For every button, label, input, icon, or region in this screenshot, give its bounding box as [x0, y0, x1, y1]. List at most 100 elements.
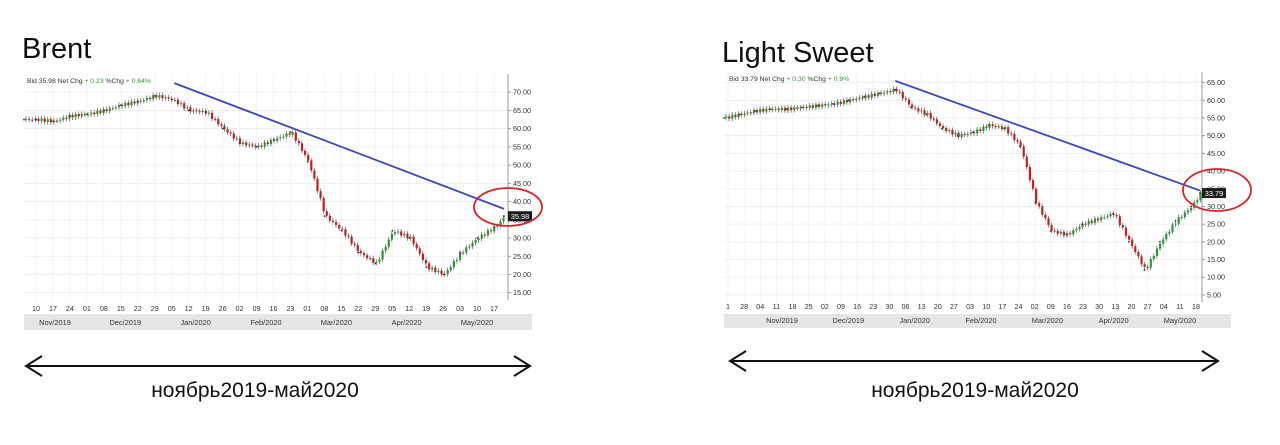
candle — [1109, 213, 1112, 217]
candle — [403, 233, 406, 236]
candle — [737, 113, 740, 118]
last-price-badge — [1202, 188, 1226, 199]
x-tick-label: 11 — [773, 302, 780, 311]
candle — [1041, 206, 1044, 215]
candle — [1171, 224, 1174, 232]
candle — [49, 119, 52, 123]
candle — [251, 144, 254, 146]
data-point — [1174, 219, 1177, 222]
y-tick-label: 65.00 — [1207, 78, 1225, 87]
data-point — [785, 108, 788, 111]
candle — [759, 108, 762, 113]
candle — [245, 142, 248, 146]
candle — [28, 118, 31, 120]
candle — [372, 258, 375, 263]
panel-brent: Brent Bid 35.98 Net Chg + 0.23 %Chg + 0.… — [22, 33, 543, 402]
candle — [1013, 133, 1016, 141]
y-axis: 15.0020.0025.0030.0035.0040.0045.0050.00… — [508, 88, 531, 297]
candle — [1010, 133, 1013, 135]
data-point — [1190, 205, 1193, 208]
last-price-marker: 33.79 — [1202, 188, 1226, 199]
candle — [876, 92, 880, 96]
candle — [452, 261, 455, 268]
candle — [768, 108, 771, 111]
y-tick-label: 70.00 — [513, 88, 531, 97]
candle — [849, 99, 852, 103]
candle — [263, 142, 266, 147]
data-point — [754, 110, 757, 112]
candle — [864, 95, 867, 99]
y-tick-label: 25.00 — [513, 252, 531, 261]
data-point — [738, 113, 741, 116]
candle — [291, 132, 294, 135]
data-point — [800, 106, 803, 109]
candle — [923, 110, 926, 115]
y-tick-label: 45.00 — [513, 179, 531, 188]
x-tick-label: 19 — [422, 304, 430, 313]
candles — [723, 86, 1202, 272]
candle — [490, 230, 493, 232]
candle — [1177, 217, 1180, 224]
candle — [960, 134, 963, 137]
candle — [1019, 141, 1022, 147]
data-point — [832, 102, 834, 105]
candle — [886, 91, 889, 93]
x-tick-label: 30 — [885, 302, 893, 311]
data-point — [408, 237, 411, 239]
candle — [142, 100, 145, 102]
data-point — [289, 131, 292, 134]
x-tick-label: 25 — [805, 302, 813, 311]
candle — [65, 117, 68, 119]
candle — [390, 233, 393, 240]
month-label: Apr/2020 — [1099, 316, 1129, 325]
candle — [145, 97, 149, 101]
candle — [459, 252, 462, 260]
data-point — [238, 142, 241, 145]
candle — [446, 270, 449, 275]
candle — [226, 129, 229, 133]
candle — [811, 105, 814, 108]
candle — [474, 240, 477, 243]
candle — [1044, 214, 1047, 219]
candle — [108, 108, 111, 112]
candle — [183, 103, 186, 109]
data-point — [1159, 240, 1161, 243]
data-point — [723, 117, 725, 119]
y-tick-label: 30.00 — [1207, 202, 1225, 211]
candle — [1100, 217, 1103, 221]
data-point — [476, 237, 479, 239]
data-point — [340, 229, 343, 232]
candle — [356, 244, 359, 252]
candle — [858, 97, 861, 99]
month-label: Apr/2020 — [392, 318, 422, 327]
y-tick-label: 60.00 — [513, 124, 531, 133]
data-point — [154, 94, 156, 97]
candle — [1087, 220, 1090, 225]
candle — [725, 116, 728, 118]
trend-line — [894, 79, 1201, 192]
candle — [1180, 217, 1183, 219]
candle — [942, 125, 945, 128]
candle — [780, 107, 783, 111]
candle — [77, 113, 80, 117]
x-tick-label: 04 — [1160, 302, 1168, 311]
candle — [1016, 140, 1019, 142]
y-tick-label: 50.00 — [513, 161, 531, 170]
candle — [353, 243, 356, 245]
x-tick-label: 17 — [49, 304, 57, 313]
trendline — [173, 82, 505, 210]
candle — [914, 107, 917, 109]
candle — [852, 99, 855, 101]
x-tick-label: 17 — [490, 304, 498, 313]
x-tick-label: 09 — [253, 304, 261, 313]
candle — [93, 112, 96, 115]
y-tick-label: 20.00 — [1207, 237, 1225, 246]
x-tick-label: 08 — [100, 304, 108, 313]
month-label: Nov/2019 — [39, 318, 71, 327]
candle — [313, 170, 316, 179]
candle — [149, 97, 152, 100]
candle — [938, 123, 942, 126]
candles — [23, 92, 505, 277]
candle — [926, 112, 929, 115]
data-point — [894, 88, 897, 91]
